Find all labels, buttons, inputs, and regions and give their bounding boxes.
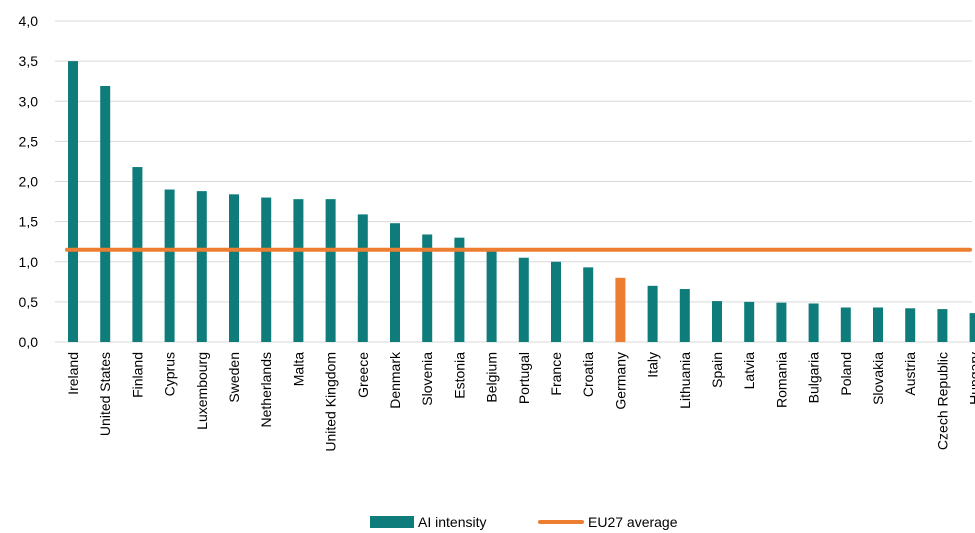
y-tick-label: 1,5 bbox=[19, 214, 39, 230]
bar-belgium bbox=[486, 251, 497, 342]
x-tick-label-austria: Austria bbox=[902, 352, 918, 396]
bar-sweden bbox=[229, 194, 239, 342]
bar-cyprus bbox=[164, 189, 175, 342]
bar-lithuania bbox=[679, 289, 690, 342]
x-tick-label-romania: Romania bbox=[773, 352, 789, 408]
legend-label-ai-intensity: AI intensity bbox=[418, 514, 486, 530]
bar-united-states bbox=[100, 86, 111, 342]
bar-hungary bbox=[969, 313, 975, 342]
x-tick-label-bulgaria: Bulgaria bbox=[806, 352, 822, 404]
bar-luxembourg bbox=[196, 191, 207, 342]
x-tick-label-united-states: United States bbox=[97, 352, 113, 436]
y-tick-label: 0,0 bbox=[19, 334, 39, 350]
x-tick-label-hungary: Hungary bbox=[967, 352, 975, 405]
bar-malta bbox=[293, 199, 304, 342]
y-tick-label: 2,5 bbox=[19, 133, 39, 149]
y-tick-label: 1,0 bbox=[19, 254, 39, 270]
x-tick-label-portugal: Portugal bbox=[516, 352, 532, 404]
bar-croatia bbox=[583, 267, 594, 342]
x-tick-label-cyprus: Cyprus bbox=[162, 352, 178, 396]
x-tick-label-belgium: Belgium bbox=[484, 352, 500, 403]
y-tick-label: 3,0 bbox=[19, 93, 39, 109]
gridlines bbox=[55, 20, 972, 303]
bar-latvia bbox=[744, 301, 755, 342]
legend-swatch-ai-intensity bbox=[370, 516, 414, 528]
bar-estonia bbox=[454, 237, 465, 342]
x-tick-label-greece: Greece bbox=[355, 352, 371, 398]
x-tick-label-ireland: Ireland bbox=[65, 352, 81, 395]
bar-portugal bbox=[518, 257, 529, 342]
bar-austria bbox=[905, 308, 916, 342]
bar-spain bbox=[712, 301, 722, 342]
bar-netherlands bbox=[261, 197, 272, 342]
x-tick-label-croatia: Croatia bbox=[580, 352, 596, 397]
x-tick-label-italy: Italy bbox=[645, 352, 661, 378]
x-tick-label-slovenia: Slovenia bbox=[419, 352, 435, 406]
x-tick-label-sweden: Sweden bbox=[226, 352, 242, 403]
bars bbox=[68, 61, 975, 342]
x-tick-label-spain: Spain bbox=[709, 352, 725, 388]
bar-germany bbox=[615, 277, 626, 342]
x-tick-label-malta: Malta bbox=[290, 352, 306, 386]
x-tick-label-poland: Poland bbox=[838, 352, 854, 396]
y-tick-label: 3,5 bbox=[19, 53, 39, 69]
x-axis-labels: Ireland United States Finland Cyprus Luxembo… bbox=[65, 351, 975, 452]
bar-slovenia bbox=[422, 234, 433, 342]
bar-italy bbox=[647, 285, 658, 342]
bar-romania bbox=[776, 302, 787, 342]
x-tick-label-czech-republic: Czech Republic bbox=[934, 352, 950, 450]
x-tick-label-denmark: Denmark bbox=[387, 351, 403, 409]
x-tick-label-netherlands: Netherlands bbox=[258, 352, 274, 428]
y-tick-label: 0,5 bbox=[19, 294, 39, 310]
bar-czech-republic bbox=[937, 309, 948, 342]
bar-france bbox=[551, 261, 561, 342]
y-tick-label: 4,0 bbox=[19, 13, 39, 29]
x-tick-label-estonia: Estonia bbox=[451, 352, 467, 399]
legend: AI intensity EU27 average bbox=[370, 514, 678, 530]
bar-slovakia bbox=[873, 307, 883, 342]
x-tick-label-germany: Germany bbox=[612, 352, 628, 410]
x-tick-label-united-kingdom: United Kingdom bbox=[323, 352, 339, 452]
bar-poland bbox=[840, 307, 851, 342]
bar-finland bbox=[132, 167, 143, 342]
bar-ireland bbox=[68, 61, 78, 342]
x-tick-label-france: France bbox=[548, 352, 564, 396]
bar-greece bbox=[357, 214, 368, 342]
bar-bulgaria bbox=[808, 303, 819, 342]
x-tick-label-slovakia: Slovakia bbox=[870, 352, 886, 405]
x-tick-label-finland: Finland bbox=[129, 352, 145, 398]
x-tick-label-luxembourg: Luxembourg bbox=[194, 352, 210, 430]
bar-denmark bbox=[390, 223, 400, 342]
y-axis-ticks: 0,0 0,5 1,0 1,5 2,0 2,5 3,0 3,5 4,0 bbox=[19, 13, 39, 350]
bar-united-kingdom bbox=[325, 199, 336, 342]
y-tick-label: 2,0 bbox=[19, 174, 39, 190]
legend-label-eu27-average: EU27 average bbox=[588, 514, 678, 530]
x-tick-label-lithuania: Lithuania bbox=[677, 352, 693, 409]
x-tick-label-latvia: Latvia bbox=[741, 352, 757, 390]
